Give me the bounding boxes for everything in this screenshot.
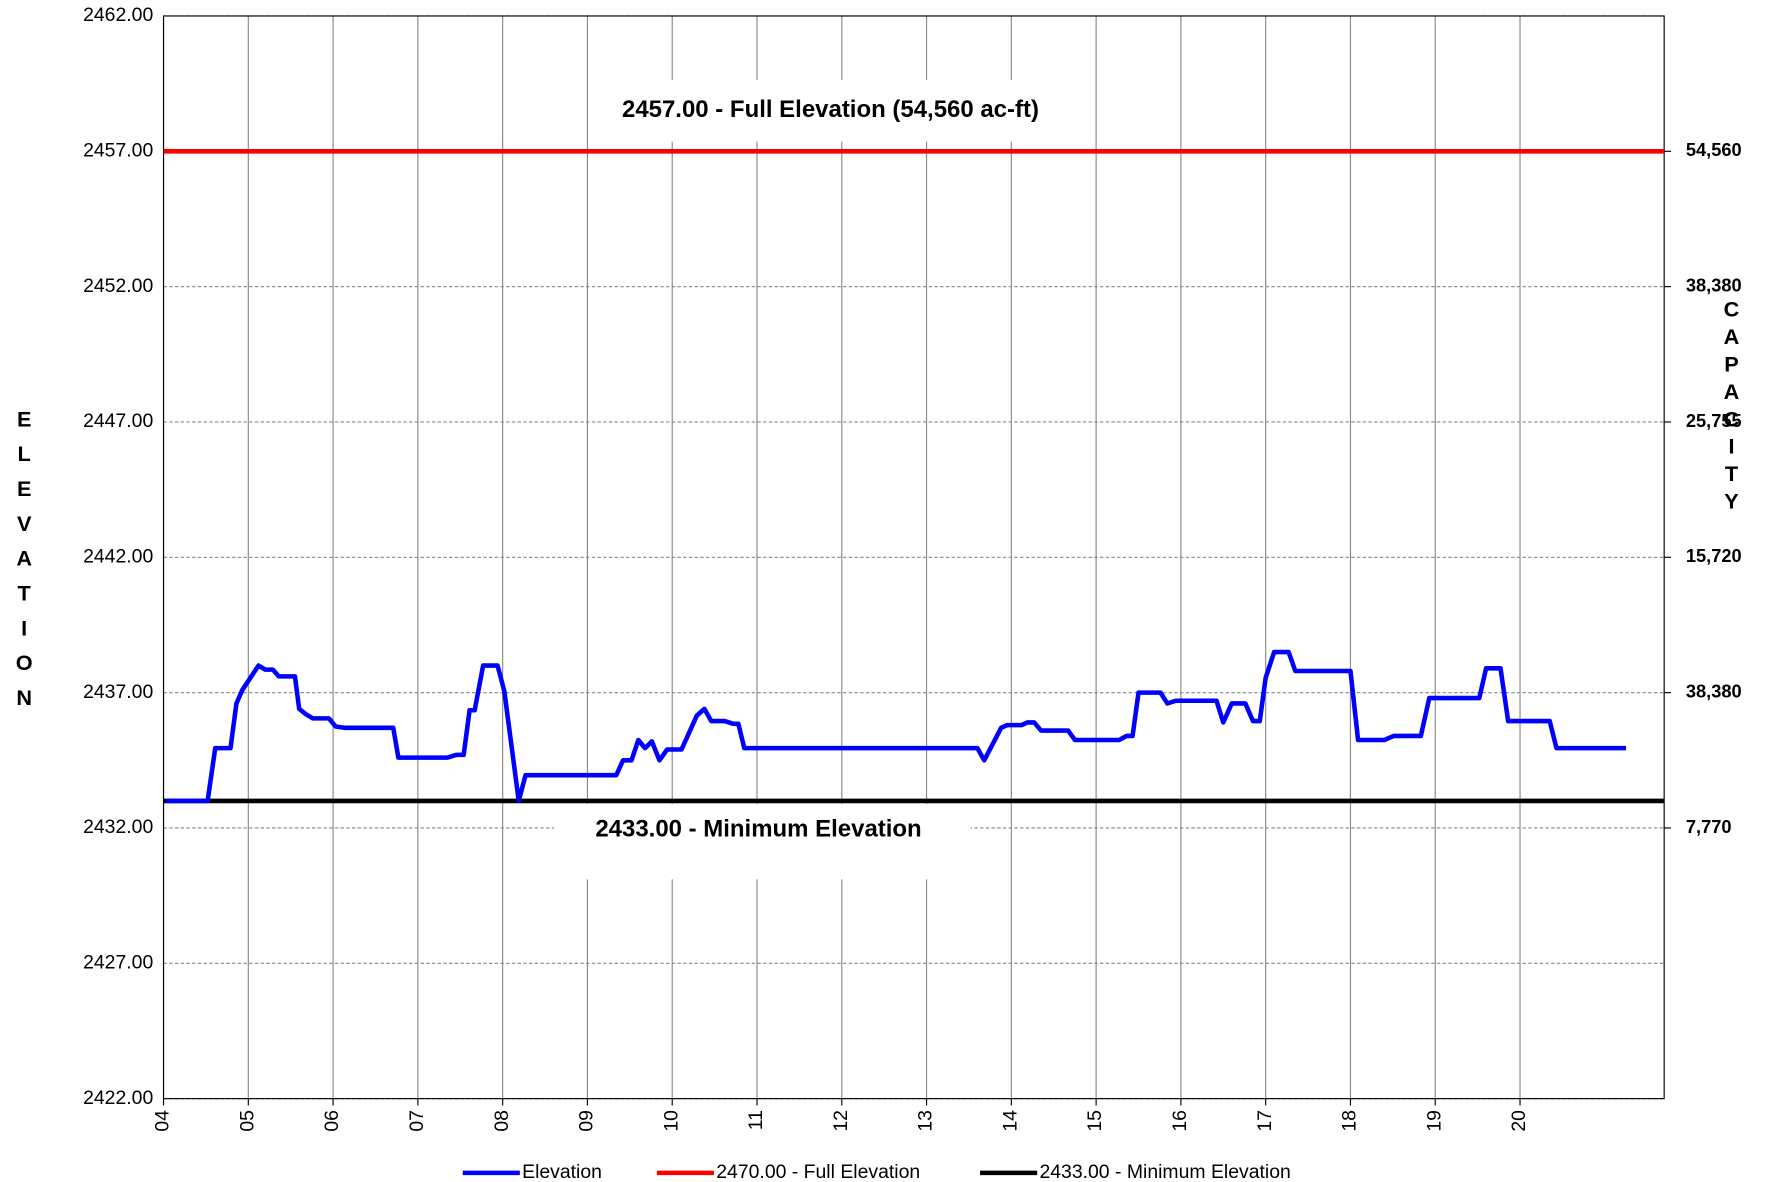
legend-label: 2433.00 - Minimum Elevation: [1039, 1161, 1290, 1182]
y2-tick-label: 7,770: [1686, 816, 1732, 837]
x-tick-label: 08: [491, 1110, 513, 1132]
y2-tick-label: 15,720: [1686, 545, 1742, 566]
y-tick-label: 2422.00: [83, 1087, 153, 1109]
x-tick-label: 10: [660, 1110, 682, 1132]
x-tick-label: 09: [576, 1110, 598, 1132]
y-tick-label: 2452.00: [83, 275, 153, 297]
y-tick-label: 2447.00: [83, 410, 153, 432]
x-tick-label: 14: [999, 1110, 1021, 1132]
legend-label: 2470.00 - Full Elevation: [716, 1161, 920, 1182]
x-tick-label: 11: [745, 1110, 767, 1130]
y-tick-label: 2427.00: [83, 951, 153, 973]
x-tick-label: 16: [1169, 1110, 1191, 1132]
x-tick-label: 17: [1254, 1110, 1276, 1132]
labels: 2422.00 2427.00 2432.00 2437.00 2442.00 2447.…: [16, 4, 1742, 1182]
x-tick-label: 18: [1339, 1110, 1361, 1132]
y2-tick-label: 54,560: [1686, 139, 1742, 160]
x-tick-label: 19: [1423, 1110, 1445, 1132]
grid: [162, 15, 1672, 1106]
y-tick-label: 2432.00: [83, 816, 153, 838]
annotations: [554, 79, 1091, 880]
x-tick-label: 20: [1508, 1110, 1530, 1132]
x-tick-label: 15: [1084, 1110, 1106, 1132]
x-tick-label: 04: [152, 1110, 174, 1132]
y2-tick-label: 38,380: [1686, 274, 1742, 295]
series-line: [166, 649, 1626, 804]
x-tick-label: 12: [830, 1110, 852, 1132]
x-tick-label: 06: [321, 1110, 343, 1132]
x-tick-label: 07: [406, 1110, 428, 1132]
annotation: 2457.00 - Full Elevation (54,560 ac-ft): [622, 96, 1039, 123]
y-tick-label: 2457.00: [83, 139, 153, 161]
y2-tick-label: 38,380: [1686, 680, 1742, 701]
y2-tick-label: 25,755: [1686, 410, 1742, 431]
y-tick-label: 2437.00: [83, 681, 153, 703]
legend-label: Elevation: [522, 1161, 602, 1182]
annotation-box: [554, 803, 971, 880]
plot-series: [163, 149, 1665, 804]
annotation-box: [588, 79, 1091, 142]
x-tick-label: 05: [236, 1110, 258, 1132]
y-tick-label: 2462.00: [83, 4, 153, 26]
annotation: 2433.00 - Minimum Elevation: [595, 816, 921, 843]
y-tick-label: 2442.00: [83, 545, 153, 567]
plot-border: [162, 15, 1665, 1100]
x-tick-label: 13: [915, 1110, 937, 1132]
